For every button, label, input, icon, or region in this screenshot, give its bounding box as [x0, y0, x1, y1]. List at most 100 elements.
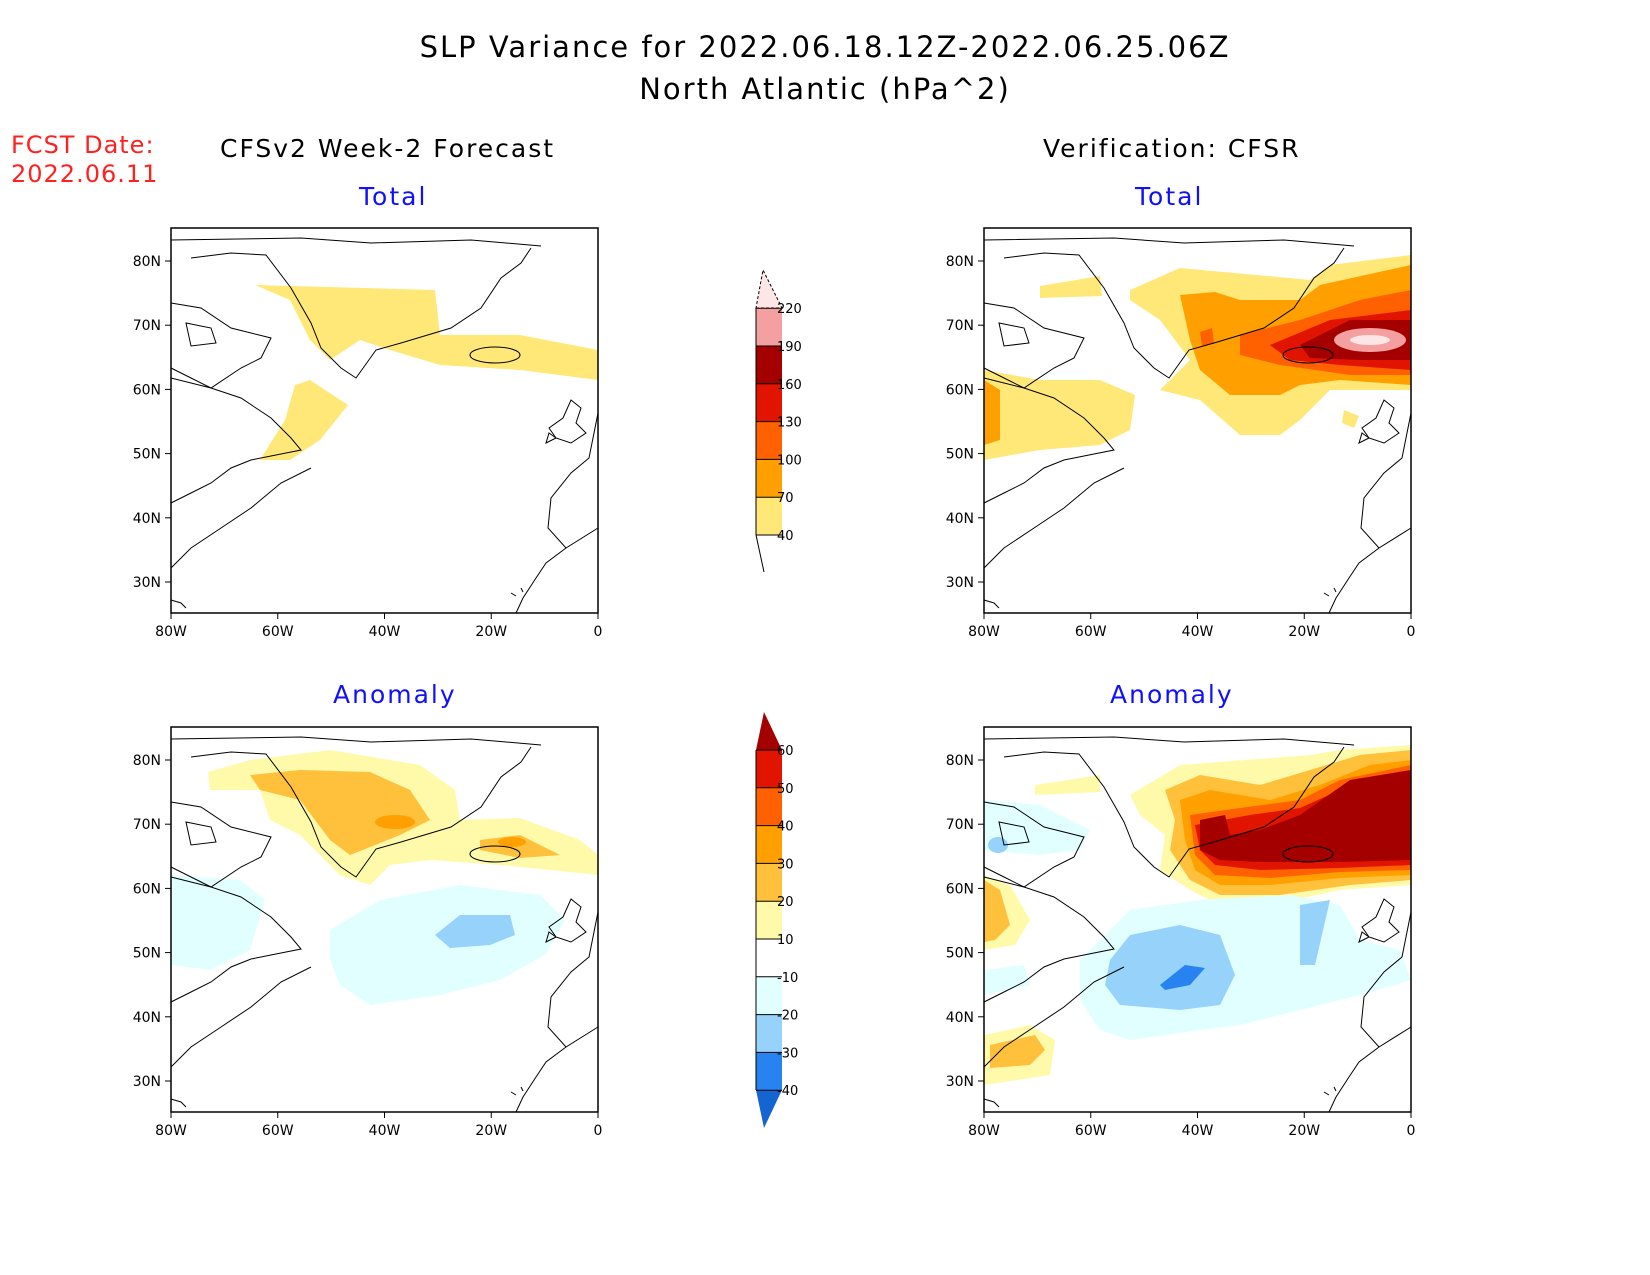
contour-40-70: [984, 370, 1135, 460]
lat-tick-label: 40N: [133, 511, 161, 527]
total-colorbar-segment: [756, 459, 782, 498]
anomaly-colorbar-label: 10: [777, 933, 794, 948]
verification-anomaly-map: [983, 726, 1412, 1113]
contour-20-30: [984, 880, 1010, 942]
contour-m30-m40: [1160, 965, 1205, 990]
lat-tick-label: 60N: [133, 881, 161, 897]
lat-tick-label: 30N: [946, 575, 974, 591]
lon-tick-label: 60W: [262, 1123, 294, 1139]
total-colorbar-segment: [756, 308, 782, 346]
total-colorbar-bottom-arrow: [755, 534, 765, 573]
contour-m10-m20: [984, 800, 1090, 855]
anomaly-colorbar-label: 50: [777, 782, 794, 797]
verification-anomaly-title: Anomaly: [1110, 680, 1234, 709]
anomaly-colorbar-top-arrow: [756, 712, 782, 750]
lat-tick-label: 40N: [946, 1010, 974, 1026]
lat-tick-label: 40N: [946, 511, 974, 527]
anomaly-colorbar-label: 40: [777, 820, 794, 835]
lon-tick-label: 40W: [1182, 624, 1214, 640]
contour-40-70: [1040, 276, 1102, 298]
axis-ticks: 80N 70N 60N 50N 40N 30N 80W 60W 40W 20W 0 80N 70N 60N…: [133, 254, 1416, 1139]
total-colorbar-label: 70: [777, 491, 794, 506]
lon-tick-label: 40W: [369, 1123, 401, 1139]
lon-tick-label: 20W: [1288, 624, 1320, 640]
verification-column-title: Verification: CFSR: [1043, 134, 1301, 163]
lon-tick-label: 80W: [968, 624, 1000, 640]
lat-tick-label: 70N: [133, 817, 161, 833]
total-colorbar-label: 160: [777, 378, 802, 393]
lat-tick-label: 50N: [946, 946, 974, 962]
total-colorbar-segment: [756, 346, 782, 384]
anomaly-colorbar-segment: [756, 976, 782, 1015]
lon-tick-label: 80W: [155, 1123, 187, 1139]
contour-30-40: [498, 837, 526, 847]
lat-tick-label: 80N: [946, 254, 974, 270]
total-colorbar-label: 40: [777, 529, 794, 544]
forecast-column-title: CFSv2 Week-2 Forecast: [220, 134, 556, 163]
verification-total-title: Total: [1135, 182, 1204, 211]
anomaly-colorbar-label: 20: [777, 895, 794, 910]
lat-tick-label: 70N: [946, 318, 974, 334]
contour-100-130: [1200, 328, 1214, 346]
anomaly-colorbar-segment: [756, 901, 782, 939]
anomaly-colorbar-label: -30: [777, 1046, 798, 1061]
fcst-date-label: FCST Date:: [11, 131, 155, 159]
lon-tick-label: 0: [594, 1123, 603, 1139]
lon-tick-label: 20W: [475, 624, 507, 640]
lon-tick-label: 0: [1407, 624, 1416, 640]
contour-m20-m30: [435, 915, 515, 948]
anomaly-colorbar-segment: [756, 938, 782, 977]
verification-total-map: [983, 227, 1412, 614]
anomaly-colorbar-label: -10: [777, 971, 798, 986]
anomaly-colorbar-label: -40: [777, 1084, 798, 1099]
lon-tick-label: 0: [1407, 1123, 1416, 1139]
anomaly-colorbar-segment: [756, 787, 782, 826]
total-colorbar-label: 130: [777, 416, 802, 431]
lat-tick-label: 50N: [133, 946, 161, 962]
contour-10-20: [1035, 775, 1100, 795]
forecast-anomaly-title: Anomaly: [333, 680, 457, 709]
anomaly-colorbar-label: 30: [777, 857, 794, 872]
contour-20-30: [250, 770, 430, 855]
lon-tick-label: 20W: [1288, 1123, 1320, 1139]
lat-tick-label: 30N: [133, 1074, 161, 1090]
anomaly-colorbar-segment: [756, 1014, 782, 1053]
contour-30-40: [375, 815, 415, 829]
lon-tick-label: 40W: [369, 624, 401, 640]
lat-tick-label: 40N: [133, 1010, 161, 1026]
fcst-date-value: 2022.06.11: [11, 160, 159, 188]
lat-tick-label: 80N: [133, 254, 161, 270]
figure-title: SLP Variance for 2022.06.18.12Z-2022.06.…: [419, 30, 1231, 64]
lon-tick-label: 40W: [1182, 1123, 1214, 1139]
lat-tick-label: 60N: [946, 881, 974, 897]
lat-tick-label: 50N: [946, 447, 974, 463]
lat-tick-label: 50N: [133, 447, 161, 463]
contour-m10-m20: [984, 965, 1030, 995]
total-colorbar-segment: [756, 421, 782, 460]
anomaly-colorbar-label: -20: [777, 1009, 798, 1024]
total-colorbar-label: 100: [777, 453, 802, 468]
forecast-total-title: Total: [359, 182, 428, 211]
contour-20-30: [990, 1035, 1045, 1068]
total-colorbar-label: 190: [777, 340, 802, 355]
contour-gt60: [1200, 770, 1411, 862]
contour-m20-m30: [1105, 925, 1235, 1010]
total-colorbar-label: 220: [777, 302, 802, 317]
anomaly-colorbar-bottom-arrow: [756, 1090, 782, 1128]
lon-tick-label: 60W: [262, 624, 294, 640]
forecast-anomaly-map: [170, 726, 599, 1113]
anomaly-colorbar-segment: [756, 863, 782, 901]
figure-subtitle: North Atlantic (hPa^2): [639, 72, 1011, 106]
contour-gt220: [1350, 335, 1390, 345]
lon-tick-label: 60W: [1075, 1123, 1107, 1139]
lat-tick-label: 30N: [946, 1074, 974, 1090]
lon-tick-label: 0: [594, 624, 603, 640]
contour-70-100: [984, 380, 1000, 445]
contour-m10-m20: [171, 875, 265, 970]
lon-tick-label: 80W: [968, 1123, 1000, 1139]
lat-tick-label: 80N: [133, 753, 161, 769]
total-colorbar-segment: [756, 497, 782, 535]
lon-tick-label: 20W: [475, 1123, 507, 1139]
anomaly-colorbar-segment: [756, 825, 782, 864]
